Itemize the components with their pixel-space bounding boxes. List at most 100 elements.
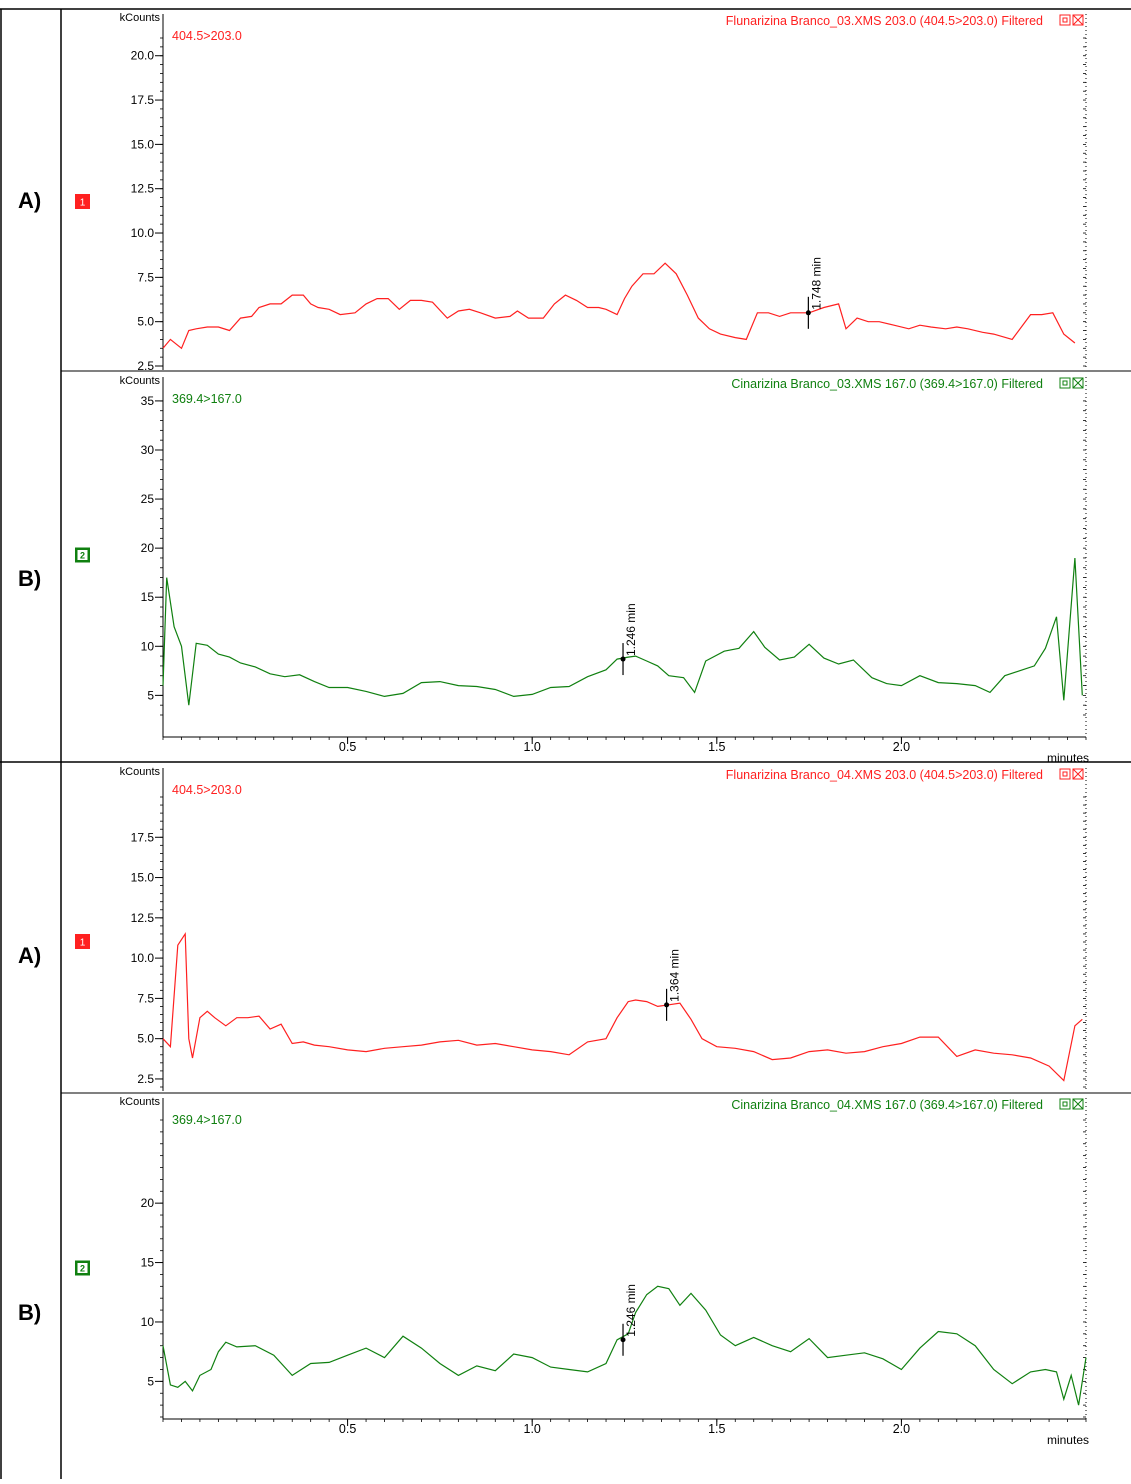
y-tick-label: 25: [141, 492, 155, 506]
restore-icon-inner: [1062, 771, 1068, 777]
trace-badge: 2: [75, 1260, 90, 1276]
badge-number: 2: [80, 551, 85, 561]
frame-lines: [0, 8, 1131, 1479]
close-icon: [1072, 768, 1084, 780]
y-tick-label: 12.5: [131, 911, 155, 925]
trace-header: Flunarizina Branco_04.XMS 203.0 (404.5>2…: [726, 768, 1043, 782]
y-tick-label: 2.5: [137, 1072, 154, 1086]
y-tick-label: 17.5: [131, 93, 155, 107]
restore-icon-inner: [1062, 1101, 1068, 1107]
y-tick-label: 5.0: [137, 1032, 154, 1046]
y-tick-label: 10: [141, 1315, 155, 1329]
badge-inner: [77, 1263, 88, 1273]
section-label-b-top: B): [18, 566, 42, 591]
y-axis-label: kCounts: [120, 375, 161, 387]
y-tick-label: 5.0: [137, 315, 154, 329]
section-label-b-bottom: B): [18, 1300, 42, 1325]
y-axis-label: kCounts: [120, 766, 161, 778]
trace-badge: 2: [75, 547, 90, 563]
chart-panel-1: 2.5 5.0 7.5 10.0 12.5 15.0 17.5 20.0 kCounts Flun…: [61, 12, 1131, 373]
x-tick-label: 1.0: [524, 740, 541, 754]
section-label-a-top: A): [18, 188, 42, 213]
close-icon-cross: [1072, 1098, 1084, 1110]
trace-label: 404.5>203.0: [172, 29, 242, 43]
y-tick-label: 7.5: [137, 991, 154, 1005]
badge-number: 1: [80, 198, 86, 209]
restore-icon: [1059, 377, 1071, 389]
y-tick-label: 20.0: [131, 49, 155, 63]
x-tick-label: 1.5: [708, 1422, 725, 1436]
badge-box: [75, 934, 90, 949]
peak-marker-dot: [664, 1002, 670, 1008]
y-tick-label: 30: [141, 443, 155, 457]
restore-icon: [1059, 1098, 1071, 1110]
series-line: [162, 262, 1076, 350]
trace-label: 369.4>167.0: [172, 392, 242, 406]
peak-marker-dot: [620, 656, 626, 662]
series-line: [162, 557, 1083, 706]
peak-marker-dot: [805, 310, 811, 316]
y-tick-label: 7.5: [137, 270, 154, 284]
y-tick-label: 15.0: [131, 137, 155, 151]
trace-badge: 1: [75, 194, 90, 209]
peak-annotation-label: 1.748 min: [809, 257, 823, 310]
restore-icon-inner: [1062, 17, 1068, 23]
section-label-a-bottom: A): [18, 943, 42, 968]
trace-label: 404.5>203.0: [172, 783, 242, 797]
y-axis-label: kCounts: [120, 12, 161, 24]
badge-number: 2: [80, 1264, 85, 1274]
x-axis-label: minutes: [1047, 1433, 1089, 1447]
y-tick-label: 15.0: [131, 871, 155, 885]
x-axis-label: minutes: [1047, 751, 1089, 765]
close-icon-cross: [1072, 14, 1084, 26]
close-icon: [1072, 14, 1084, 26]
y-tick-label: 15: [141, 1256, 155, 1270]
y-tick-label: 20: [141, 1196, 155, 1210]
peak-annotation-label: 1.246 min: [624, 1284, 638, 1337]
x-tick-label: 1.5: [708, 740, 725, 754]
x-tick-label: 0.5: [339, 1422, 356, 1436]
trace-label: 369.4>167.0: [172, 1113, 242, 1127]
y-tick-label: 20: [141, 541, 155, 555]
trace-header: Cinarizina Branco_03.XMS 167.0 (369.4>16…: [731, 377, 1043, 391]
y-tick-label: 12.5: [131, 182, 155, 196]
y-tick-label: 35: [141, 394, 155, 408]
chart-panel-3: 2.5 5.0 7.5 10.0 12.5 15.0 17.5 kCounts Flunariz…: [61, 766, 1131, 1094]
trace-header: Flunarizina Branco_03.XMS 203.0 (404.5>2…: [726, 14, 1043, 28]
x-tick-label: 1.0: [524, 1422, 541, 1436]
y-tick-label: 15: [141, 590, 155, 604]
badge-number: 1: [80, 938, 86, 949]
trace-badge: 1: [75, 934, 90, 949]
chart-panel-2: 5 10 15 20 25 30 35 kCounts Cinarizina Branco_03…: [75, 375, 1089, 765]
y-tick-label: 5: [147, 688, 154, 702]
y-tick-label: 2.5: [137, 359, 154, 373]
y-tick-label: 17.5: [131, 830, 155, 844]
x-tick-label: 0.5: [339, 740, 356, 754]
y-tick-label: 10.0: [131, 951, 155, 965]
close-icon: [1072, 1098, 1084, 1110]
peak-marker-dot: [620, 1337, 626, 1343]
trace-header: Cinarizina Branco_04.XMS 167.0 (369.4>16…: [731, 1098, 1043, 1112]
x-tick-label: 2.0: [893, 1422, 910, 1436]
y-tick-label: 5: [147, 1374, 154, 1388]
y-axis-label: kCounts: [120, 1096, 161, 1108]
series-line: [162, 931, 1083, 1082]
badge-inner: [77, 550, 88, 560]
x-tick-label: 2.0: [893, 740, 910, 754]
y-tick-label: 10.0: [131, 226, 155, 240]
restore-icon: [1059, 14, 1071, 26]
series-line: [162, 1285, 1087, 1406]
peak-annotation-label: 1.364 min: [668, 949, 682, 1002]
close-icon-cross: [1072, 377, 1084, 389]
restore-icon-inner: [1062, 380, 1068, 386]
peak-annotation-label: 1.246 min: [624, 603, 638, 656]
y-tick-label: 10: [141, 639, 155, 653]
badge-box: [75, 194, 90, 209]
chart-panel-4: 5 10 15 20 kCounts Cinarizina Branco_04.XMS 1…: [75, 1096, 1089, 1447]
restore-icon: [1059, 768, 1071, 780]
close-icon-cross: [1072, 768, 1084, 780]
close-icon: [1072, 377, 1084, 389]
